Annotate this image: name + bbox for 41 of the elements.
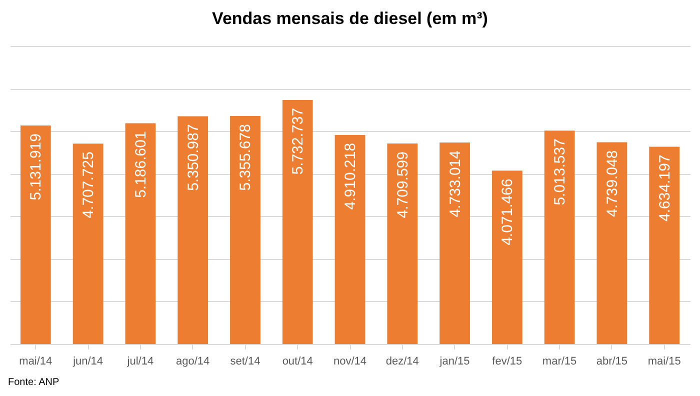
data-label: 4.709.599 (394, 152, 412, 218)
data-label: 5.732.737 (290, 108, 307, 175)
data-label: 5.131.919 (28, 134, 45, 200)
bar (20, 126, 51, 344)
data-label: 4.739.048 (604, 150, 621, 217)
x-tick-label: jul/14 (126, 356, 154, 368)
data-label: 4.910.218 (342, 142, 359, 210)
x-tick-label: out/14 (282, 356, 313, 368)
x-tick-label: fev/15 (492, 356, 522, 368)
bar (230, 116, 260, 344)
bar (649, 146, 680, 344)
data-label: 4.707.725 (80, 152, 98, 218)
x-tick-label: nov/14 (333, 356, 367, 368)
data-label: 4.071.466 (499, 178, 516, 246)
x-tick-label: jun/14 (72, 356, 104, 368)
bar (492, 170, 522, 344)
data-label: 5.013.537 (552, 138, 569, 206)
x-tick-label: mai/15 (648, 356, 681, 368)
data-label: 5.350.987 (184, 124, 202, 191)
x-tick-label: ago/14 (176, 356, 210, 368)
data-label: 5.186.601 (132, 131, 150, 198)
bar (178, 116, 208, 344)
chart-title: Vendas mensais de diesel (em m³) (212, 9, 488, 28)
bar (125, 123, 156, 344)
x-tick-label: abr/15 (596, 356, 628, 368)
bar (334, 134, 366, 344)
data-label: 4.634.197 (656, 154, 674, 222)
bar (282, 100, 313, 344)
x-tick-label: dez/14 (386, 356, 419, 368)
source-note: Fonte: ANP (8, 377, 60, 388)
x-tick-label: mai/14 (19, 356, 52, 368)
x-tick-label: jan/15 (438, 356, 470, 368)
data-label: 5.355.678 (237, 124, 254, 191)
bar (387, 144, 418, 344)
data-label: 4.733.014 (446, 150, 464, 218)
bar (544, 130, 575, 344)
x-tick-label: mar/15 (542, 356, 577, 368)
bar (72, 144, 104, 344)
bar (596, 142, 628, 344)
x-tick-label: set/14 (230, 356, 260, 368)
bar (440, 142, 470, 344)
